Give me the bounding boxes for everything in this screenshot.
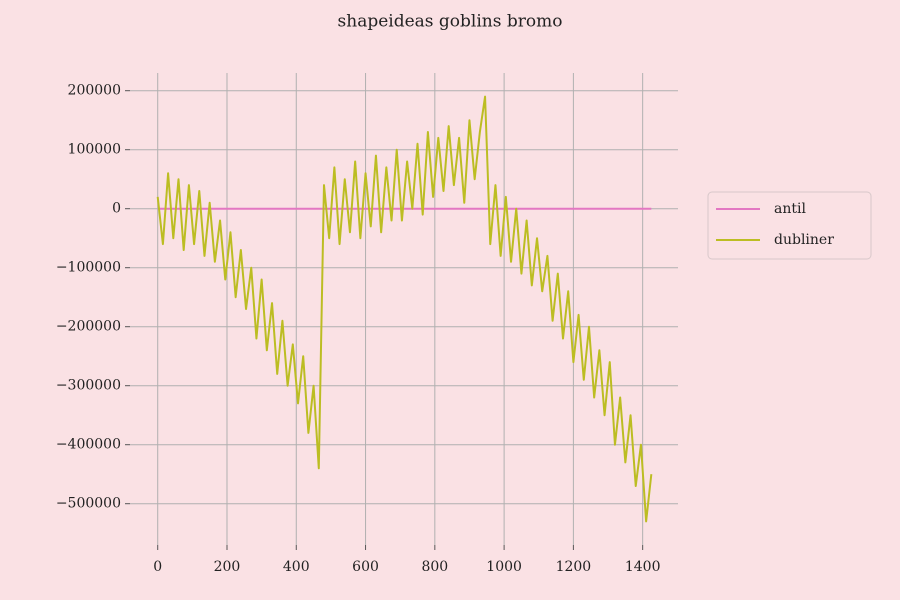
legend-label: antil [774, 201, 806, 217]
x-tick-label: 800 [421, 559, 448, 575]
y-tick-label: −300000 [56, 378, 121, 394]
y-tick-label: −400000 [56, 437, 121, 453]
y-tick-label: −500000 [56, 496, 121, 512]
x-tick-label: 200 [214, 559, 241, 575]
chart-title: shapeideas goblins bromo [338, 12, 563, 32]
x-tick-label: 400 [283, 559, 310, 575]
y-tick-label: −200000 [56, 319, 121, 335]
y-tick-label: 100000 [68, 142, 121, 158]
legend-label: dubliner [774, 232, 834, 248]
y-tick-label: 0 [112, 201, 121, 217]
x-tick-label: 1200 [556, 559, 592, 575]
line-series [156, 95, 653, 523]
x-tick-label: 600 [352, 559, 379, 575]
x-tick-label: 1400 [625, 559, 661, 575]
y-tick-label: 200000 [68, 83, 121, 99]
x-tick-label: 0 [153, 559, 162, 575]
x-tick-label: 1000 [486, 559, 522, 575]
y-tick-label: −100000 [56, 260, 121, 276]
